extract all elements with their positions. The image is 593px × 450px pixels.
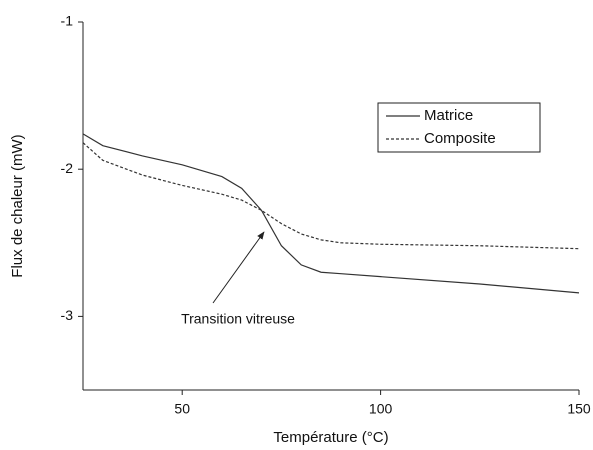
y-tick-label: -2 [61,160,74,176]
y-tick-label: -3 [61,307,74,323]
y-tick-label: -1 [61,13,74,29]
x-tick-label: 100 [369,401,393,417]
annotation-arrow [212,231,265,304]
series-line [82,133,580,294]
legend-label: Matrice [424,107,473,124]
annotation: Transition vitreuse [181,311,295,327]
series-line [82,142,580,250]
x-tick-label: 150 [567,401,591,417]
x-tick-label: 50 [174,401,190,417]
y-axis-title: Flux de chaleur (mW) [9,134,26,277]
legend [377,102,541,153]
x-axis-title: Température (°C) [273,429,388,446]
legend-label: Composite [424,130,496,147]
